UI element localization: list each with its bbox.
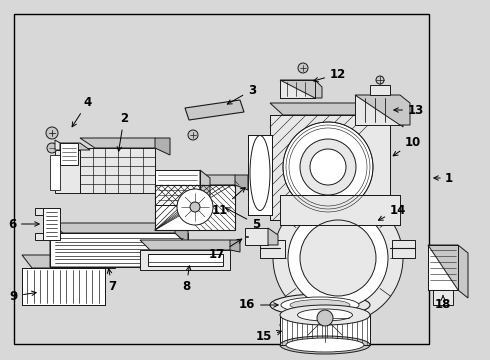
Ellipse shape [280,336,370,354]
Text: 1: 1 [445,171,453,185]
Bar [280,315,370,345]
Text: 9: 9 [10,289,36,302]
Polygon shape [35,233,43,240]
Polygon shape [428,245,458,290]
Polygon shape [270,115,390,220]
Polygon shape [245,228,268,245]
Polygon shape [60,143,78,165]
Circle shape [376,76,384,84]
Ellipse shape [286,338,364,352]
Polygon shape [55,150,80,193]
Polygon shape [50,155,60,190]
Polygon shape [155,170,200,205]
Circle shape [188,130,198,140]
Polygon shape [235,175,248,190]
Ellipse shape [250,135,270,211]
Polygon shape [355,95,400,125]
Text: 3: 3 [227,84,256,104]
Circle shape [283,122,373,212]
Ellipse shape [280,315,370,335]
Polygon shape [200,170,210,213]
Text: 8: 8 [182,266,191,293]
Polygon shape [80,138,170,148]
Text: 14: 14 [378,203,406,220]
Polygon shape [355,95,410,125]
Polygon shape [105,255,115,268]
Polygon shape [392,240,415,258]
Ellipse shape [270,294,370,316]
Ellipse shape [297,309,352,321]
Polygon shape [35,208,43,215]
Circle shape [288,208,388,308]
Circle shape [273,193,403,323]
Polygon shape [370,85,390,95]
Polygon shape [268,228,278,245]
Polygon shape [155,185,235,230]
Text: 13: 13 [394,104,424,117]
Circle shape [298,63,308,73]
Polygon shape [248,135,272,215]
Polygon shape [185,100,244,120]
Polygon shape [43,208,60,240]
Circle shape [300,139,356,195]
Text: 18: 18 [435,296,451,311]
Text: 12: 12 [314,68,346,82]
Bar [148,254,223,266]
Polygon shape [55,140,60,150]
Text: 17: 17 [209,239,242,261]
Polygon shape [55,143,90,150]
Polygon shape [140,250,230,270]
Text: 6: 6 [8,217,39,230]
Polygon shape [428,245,468,298]
Text: 4: 4 [72,95,92,127]
Ellipse shape [280,305,370,325]
Circle shape [190,202,200,212]
Polygon shape [230,240,240,252]
Text: 2: 2 [117,112,128,151]
Polygon shape [280,315,370,345]
Text: 16: 16 [239,298,278,311]
Bar [14,14,429,344]
Polygon shape [433,290,453,305]
Circle shape [177,189,213,225]
Polygon shape [50,223,188,233]
Bar [155,185,235,230]
Polygon shape [175,223,188,245]
Polygon shape [80,148,155,193]
Polygon shape [280,80,322,98]
Circle shape [300,220,376,296]
Circle shape [310,149,346,185]
Text: 15: 15 [256,330,281,343]
Text: 10: 10 [393,135,421,156]
Circle shape [47,143,57,153]
Polygon shape [155,175,248,185]
Polygon shape [280,195,400,225]
Ellipse shape [290,300,350,310]
Polygon shape [50,233,188,267]
Polygon shape [155,138,170,155]
Circle shape [46,127,58,139]
Polygon shape [390,103,403,127]
Polygon shape [280,80,315,98]
Polygon shape [22,268,105,305]
Polygon shape [270,103,403,115]
Text: 7: 7 [107,269,116,293]
Ellipse shape [281,297,359,313]
Polygon shape [140,240,240,250]
Bar [155,170,200,205]
Polygon shape [260,240,285,258]
Polygon shape [22,255,115,268]
Text: 5: 5 [225,208,260,230]
Circle shape [317,310,333,326]
Text: 11: 11 [212,188,245,216]
